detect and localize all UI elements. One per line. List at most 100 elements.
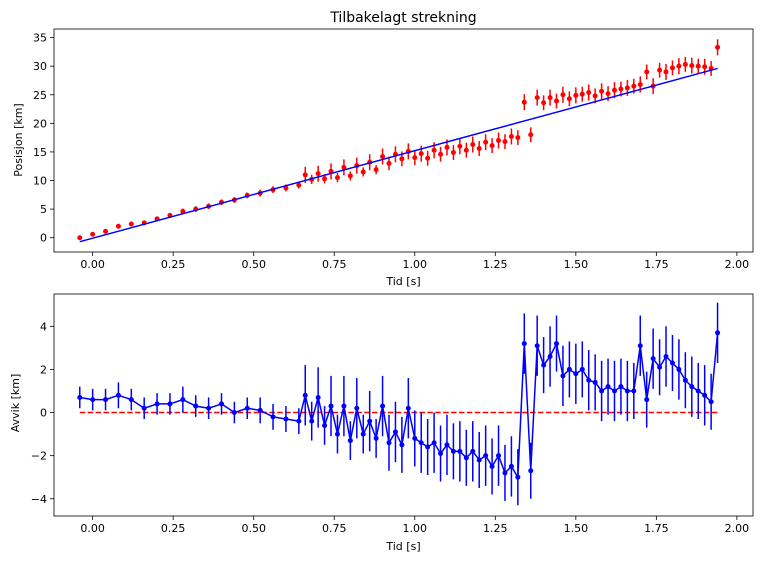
x-tick-label: 0.00	[80, 258, 105, 271]
data-point	[508, 463, 514, 469]
data-point	[463, 455, 469, 461]
data-point	[128, 221, 134, 227]
data-point	[154, 401, 160, 407]
data-point	[322, 176, 328, 182]
data-point	[380, 154, 386, 160]
y-tick-label: 25	[33, 89, 47, 102]
data-point	[605, 384, 611, 390]
data-point	[573, 371, 579, 377]
data-point	[354, 405, 360, 411]
data-point	[296, 418, 302, 424]
data-point	[695, 388, 701, 394]
x-tick-label: 0.75	[322, 258, 347, 271]
x-tick-label: 0.75	[322, 522, 347, 535]
data-point	[515, 474, 521, 480]
x-tick-label: 1.25	[483, 258, 508, 271]
data-point	[624, 85, 630, 91]
data-point	[219, 401, 225, 407]
data-point	[676, 63, 682, 69]
y-tick-label: −4	[31, 493, 47, 506]
y-tick-label: 15	[33, 146, 47, 159]
data-point	[669, 65, 675, 71]
data-point	[663, 69, 669, 75]
data-point	[586, 89, 592, 95]
x-tick-label: 0.50	[241, 522, 266, 535]
y-tick-label: 5	[40, 203, 47, 216]
y-tick-label: 0	[40, 407, 47, 420]
y-tick-label: 2	[40, 363, 47, 376]
data-point	[521, 341, 527, 347]
x-tick-label: 0.25	[161, 258, 186, 271]
data-point	[483, 453, 489, 459]
data-point	[579, 91, 585, 97]
y-tick-label: 0	[40, 232, 47, 245]
data-point	[521, 99, 527, 105]
data-point	[386, 440, 392, 446]
data-point	[431, 147, 437, 153]
data-point	[244, 405, 250, 411]
data-point	[438, 450, 444, 456]
data-point	[560, 373, 566, 379]
data-point	[309, 418, 315, 424]
data-point	[502, 139, 508, 145]
data-point	[476, 457, 482, 463]
data-point	[599, 388, 605, 394]
data-point	[444, 144, 450, 150]
data-point	[322, 422, 328, 428]
data-point	[399, 442, 405, 448]
x-tick-label: 2.00	[725, 258, 750, 271]
data-point	[554, 341, 560, 347]
data-point	[560, 92, 566, 98]
data-point	[431, 440, 437, 446]
data-point	[547, 354, 553, 360]
data-point	[476, 146, 482, 152]
x-tick-label: 0.50	[241, 258, 266, 271]
deviation-chart: 0.00 0.25 0.50 0.75 1.00 1.25 1.50 1.75 2.00 −4 −2…	[31, 293, 754, 535]
data-point	[631, 388, 637, 394]
data-point	[457, 448, 463, 454]
position-chart: 0.00 0.25 0.50 0.75 1.00 1.25 1.50 1.75 2.00 0 5 10…	[33, 28, 754, 271]
data-point	[90, 231, 96, 237]
data-point	[689, 384, 695, 390]
data-point	[657, 67, 663, 73]
data-point	[579, 366, 585, 372]
y-tick-label: 10	[33, 175, 47, 188]
data-point	[115, 392, 121, 398]
data-point	[676, 366, 682, 372]
data-point	[444, 442, 450, 448]
data-point	[502, 470, 508, 476]
x-tick-label: 1.50	[564, 258, 589, 271]
data-point	[702, 392, 708, 398]
top-chart-title: Tilbakelagt strekning	[329, 10, 476, 26]
data-point	[302, 392, 308, 398]
data-point	[541, 362, 547, 368]
data-point	[586, 377, 592, 383]
data-point	[412, 155, 418, 161]
data-point	[373, 435, 379, 441]
data-point	[347, 173, 353, 179]
fit-line	[79, 67, 718, 243]
data-point	[470, 448, 476, 454]
data-point	[193, 403, 199, 409]
data-point	[663, 354, 669, 360]
data-point	[425, 444, 431, 450]
x-tick-label: 1.00	[403, 522, 428, 535]
x-tick-label: 1.25	[483, 522, 508, 535]
data-point	[566, 366, 572, 372]
data-point	[380, 403, 386, 409]
data-point	[592, 379, 598, 385]
y-tick-label: 35	[33, 32, 47, 45]
data-point	[141, 405, 147, 411]
data-point	[206, 405, 212, 411]
top-y-axis-label: Posisjon [km]	[12, 103, 25, 176]
y-tick-label: 30	[33, 60, 47, 73]
data-point	[682, 377, 688, 383]
data-point	[103, 397, 109, 403]
data-point	[644, 69, 650, 75]
x-tick-label: 0.25	[161, 522, 186, 535]
data-point	[360, 169, 366, 175]
data-point	[637, 81, 643, 87]
data-point	[334, 175, 340, 181]
data-point	[334, 431, 340, 437]
